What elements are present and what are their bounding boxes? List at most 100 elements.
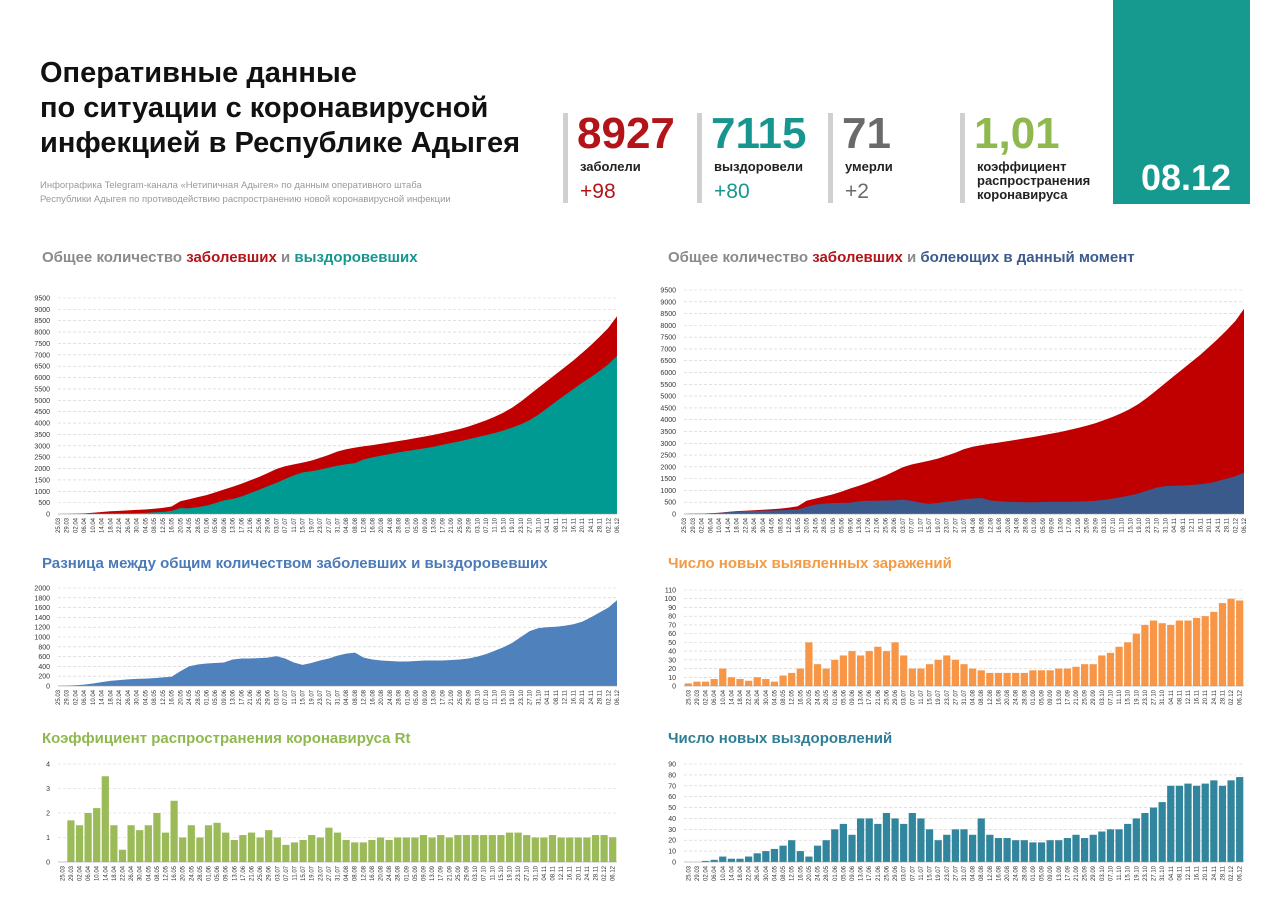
bar [934, 840, 942, 862]
x-tick-label: 24.08 [1014, 865, 1020, 881]
x-tick-label: 19.07 [936, 689, 942, 705]
x-tick-label: 01.09 [1032, 517, 1038, 533]
x-tick-label: 28.08 [397, 517, 403, 533]
x-tick-label: 25.09 [1085, 517, 1091, 533]
chart-title-part: Коэффициент распространения коронавируса… [42, 730, 411, 747]
chart-title-part: и [281, 249, 290, 266]
x-tick-label: 29.06 [893, 689, 899, 705]
y-tick-label: 80 [668, 772, 676, 779]
bar [874, 646, 882, 686]
bar [1055, 668, 1063, 686]
x-tick-label: 09.09 [1048, 865, 1054, 881]
bar [153, 813, 161, 862]
bar [583, 837, 591, 862]
y-tick-label: 9000 [660, 299, 676, 306]
x-tick-label: 23.10 [1146, 517, 1152, 533]
bar [523, 835, 531, 862]
y-tick-label: 500 [38, 500, 50, 507]
y-tick-label: 30 [668, 657, 676, 664]
x-tick-label: 07.10 [484, 517, 490, 533]
y-tick-label: 0 [672, 684, 676, 691]
y-tick-label: 5500 [34, 386, 50, 393]
y-tick-label: 1000 [660, 488, 676, 495]
x-tick-label: 21.09 [1074, 689, 1080, 705]
x-tick-label: 31.10 [533, 865, 539, 881]
stat-change: +80 [714, 180, 750, 203]
bar [1046, 670, 1054, 686]
chart-title: Число новых выздоровлений [668, 730, 892, 747]
stat-value: 7115 [711, 109, 806, 158]
x-tick-label: 21.06 [876, 865, 882, 881]
bar [1003, 838, 1011, 862]
x-tick-label: 23.07 [318, 865, 324, 881]
x-tick-label: 27.07 [327, 865, 333, 881]
y-tick-label: 200 [38, 674, 50, 681]
y-tick-label: 1800 [34, 595, 50, 602]
bar [204, 825, 213, 862]
bar [796, 851, 804, 862]
y-tick-label: 5000 [34, 398, 50, 405]
x-tick-label: 19.07 [309, 689, 315, 705]
x-tick-label: 08.11 [554, 517, 560, 532]
x-tick-label: 27.07 [327, 517, 333, 533]
x-tick-label: 25.06 [258, 865, 264, 881]
x-tick-label: 16.05 [796, 517, 802, 533]
x-tick-label: 12.11 [559, 865, 565, 880]
stat-label: выздоровели [714, 159, 803, 174]
x-tick-label: 21.06 [250, 865, 256, 881]
stat-change: +2 [845, 180, 869, 203]
x-tick-label: 30.04 [764, 689, 770, 705]
x-tick-label: 19.10 [508, 865, 514, 881]
x-tick-label: 23.07 [945, 865, 951, 881]
bar [540, 837, 548, 862]
x-tick-label: 13.09 [1057, 689, 1063, 705]
bar [822, 668, 830, 686]
x-tick-label: 20.11 [576, 865, 582, 880]
bar [359, 842, 367, 862]
bar [1020, 672, 1028, 686]
x-tick-label: 23.10 [519, 517, 525, 533]
x-tick-label: 18.04 [735, 517, 741, 533]
x-tick-label: 28.11 [594, 865, 600, 880]
x-tick-label: 08.11 [1181, 517, 1187, 532]
stat-bar [697, 113, 702, 203]
bar [977, 818, 985, 862]
x-tick-label: 01.09 [404, 865, 410, 881]
x-tick-label: 29.06 [267, 865, 273, 881]
x-tick-label: 13.09 [1057, 865, 1063, 881]
bar [1080, 664, 1089, 686]
bar [1089, 834, 1097, 862]
x-tick-label: 17.06 [241, 865, 247, 881]
bar [419, 835, 428, 862]
x-tick-label: 05.06 [215, 865, 221, 881]
x-tick-label: 15.10 [1128, 517, 1134, 533]
area [684, 472, 1244, 514]
x-tick-label: 27.07 [953, 865, 959, 881]
x-tick-label: 14.04 [729, 689, 735, 705]
x-tick-label: 22.04 [743, 517, 749, 533]
bar [1184, 783, 1192, 862]
x-tick-label: 11.10 [493, 517, 499, 532]
x-tick-label: 24.05 [187, 689, 193, 705]
y-tick-label: 50 [668, 640, 676, 647]
bar [1192, 617, 1201, 686]
bar [701, 860, 710, 862]
y-tick-label: 50 [668, 805, 676, 812]
y-tick-label: 60 [668, 794, 676, 801]
x-tick-label: 23.10 [519, 689, 525, 705]
x-tick-label: 08.11 [554, 689, 560, 704]
x-tick-label: 26.04 [126, 689, 132, 705]
bar [770, 848, 779, 862]
x-tick-label: 09.09 [1048, 689, 1054, 705]
x-tick-label: 10.04 [91, 517, 97, 533]
bar [136, 830, 144, 862]
stat-bar [828, 113, 833, 203]
x-tick-label: 12.05 [164, 865, 170, 881]
bar [187, 825, 195, 862]
y-tick-label: 7500 [660, 335, 676, 342]
x-tick-label: 14.04 [729, 865, 735, 881]
x-tick-label: 04.05 [143, 689, 149, 705]
bar [762, 851, 770, 862]
bar [84, 813, 92, 862]
